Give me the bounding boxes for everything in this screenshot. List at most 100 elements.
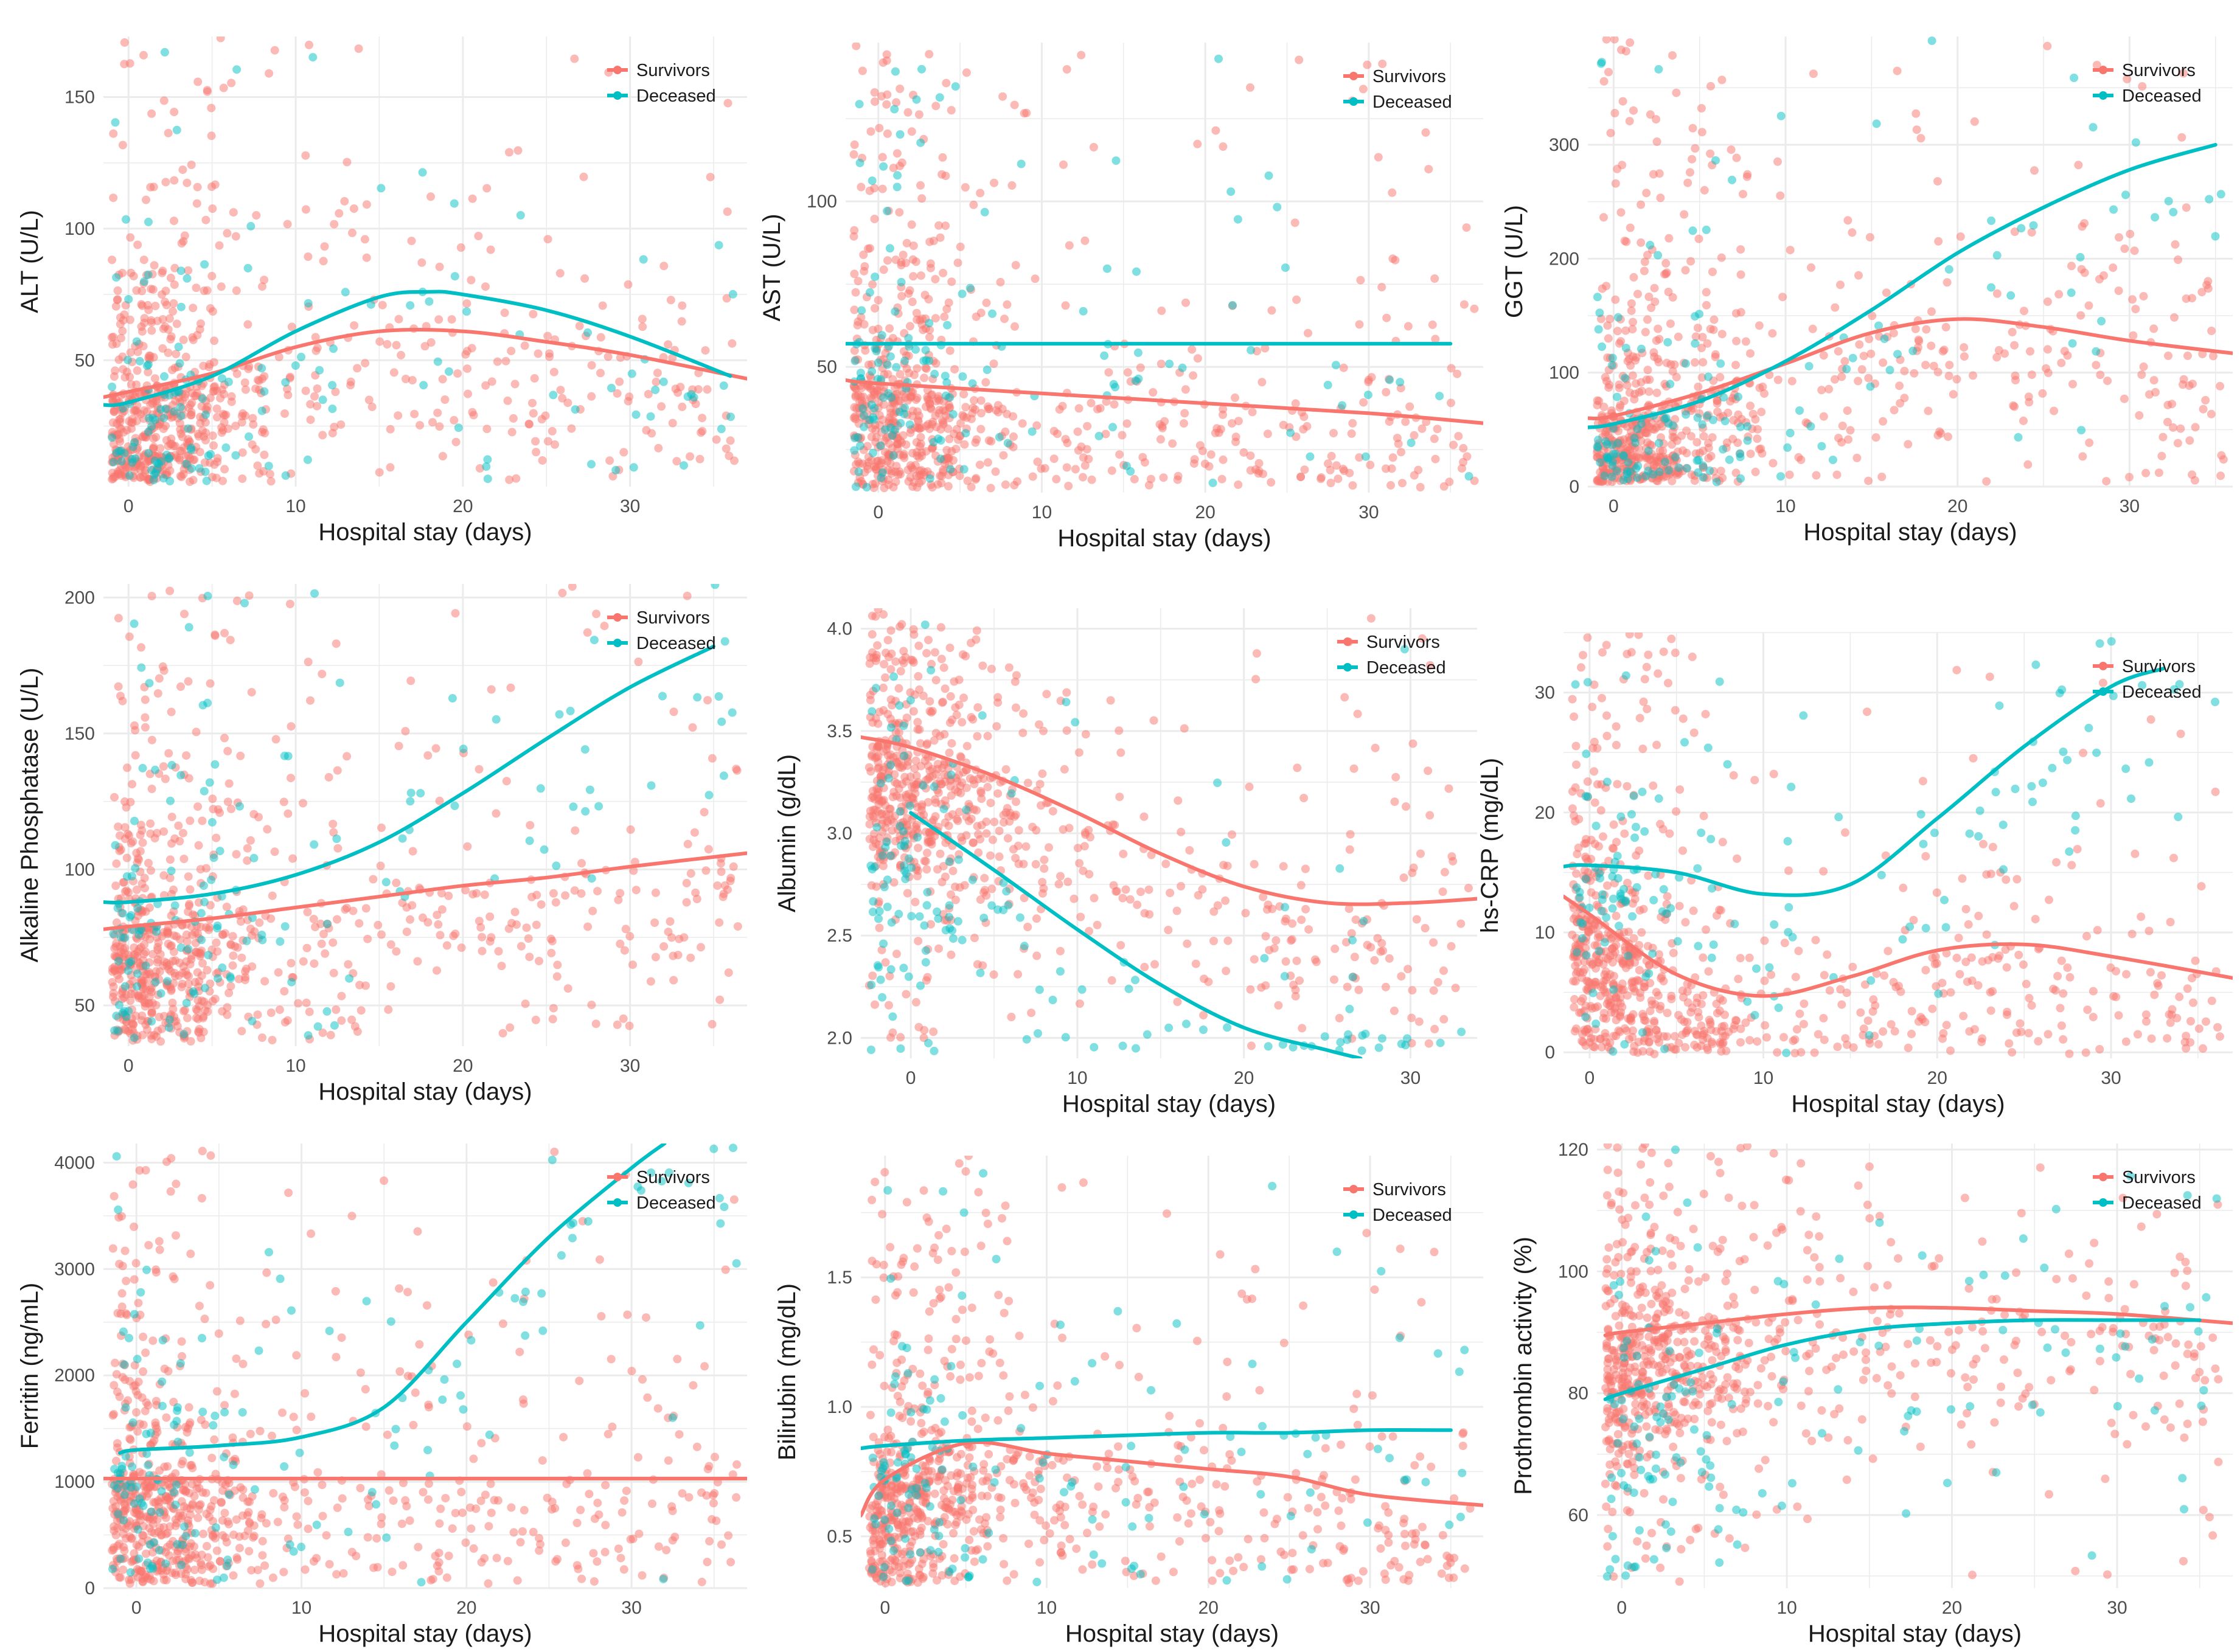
point-survivors	[1038, 769, 1046, 778]
point-survivors	[1118, 431, 1127, 440]
point-survivors	[521, 341, 529, 350]
point-survivors	[925, 773, 934, 782]
point-survivors	[1694, 383, 1702, 391]
point-deceased	[878, 468, 887, 477]
point-survivors	[1386, 481, 1395, 490]
point-deceased	[2070, 74, 2078, 82]
point-deceased	[1002, 887, 1010, 895]
point-survivors	[1459, 458, 1467, 467]
point-survivors	[120, 38, 129, 47]
point-deceased	[201, 984, 209, 992]
point-survivors	[1755, 321, 1764, 330]
point-deceased	[897, 278, 906, 286]
point-survivors	[260, 977, 269, 985]
legend-marker-deceased	[1343, 663, 1352, 672]
point-survivors	[938, 878, 947, 886]
point-survivors	[1174, 476, 1182, 484]
point-deceased	[874, 358, 883, 367]
point-survivors	[2076, 311, 2085, 320]
point-deceased	[1247, 346, 1255, 355]
point-deceased	[200, 881, 208, 890]
point-survivors	[343, 158, 351, 167]
point-survivors	[951, 703, 959, 712]
point-survivors	[363, 935, 372, 943]
point-survivors	[1911, 325, 1920, 333]
point-deceased	[900, 356, 909, 365]
point-survivors	[908, 220, 916, 229]
point-deceased	[875, 907, 884, 915]
point-survivors	[153, 943, 162, 951]
point-survivors	[160, 97, 169, 105]
point-survivors	[916, 425, 924, 433]
point-deceased	[214, 974, 222, 983]
point-survivors	[1605, 315, 1614, 324]
point-survivors	[917, 271, 925, 280]
point-deceased	[1062, 1033, 1070, 1041]
point-survivors	[194, 949, 203, 957]
point-deceased	[1016, 914, 1024, 922]
y-axis-title: Albumin (g/dL)	[774, 754, 801, 912]
point-deceased	[323, 920, 332, 928]
point-deceased	[900, 752, 908, 760]
point-survivors	[499, 1029, 507, 1038]
point-survivors	[158, 1025, 166, 1033]
point-survivors	[1691, 144, 1699, 153]
point-deceased	[889, 672, 898, 681]
point-deceased	[1017, 160, 1026, 168]
point-survivors	[110, 793, 119, 802]
point-deceased	[916, 912, 924, 921]
point-survivors	[1645, 375, 1654, 384]
point-survivors	[228, 398, 236, 406]
point-survivors	[149, 285, 158, 294]
point-survivors	[2199, 405, 2208, 414]
point-deceased	[1264, 1042, 1273, 1050]
point-survivors	[245, 591, 254, 600]
point-deceased	[1624, 458, 1632, 467]
point-survivors	[976, 787, 985, 796]
point-deceased	[1396, 378, 1404, 386]
point-survivors	[1376, 948, 1385, 956]
point-deceased	[170, 408, 178, 416]
point-survivors	[452, 438, 461, 446]
point-survivors	[1390, 1007, 1399, 1015]
point-survivors	[433, 911, 441, 919]
point-survivors	[947, 739, 956, 748]
y-tick-label: 100	[64, 859, 95, 880]
point-survivors	[423, 751, 432, 760]
point-survivors	[294, 999, 302, 1008]
point-deceased	[280, 752, 289, 760]
y-tick-label: 100	[807, 192, 837, 212]
y-tick-label: 3.0	[827, 824, 852, 844]
point-deceased	[855, 468, 863, 476]
point-deceased	[537, 784, 545, 793]
point-survivors	[1957, 232, 1965, 241]
point-survivors	[647, 977, 655, 986]
point-survivors	[926, 707, 934, 715]
point-survivors	[914, 672, 922, 681]
point-survivors	[1355, 320, 1364, 328]
point-survivors	[310, 959, 318, 968]
point-survivors	[987, 665, 996, 673]
point-survivors	[885, 324, 894, 333]
y-axis-title: GGT (U/L)	[1501, 205, 1528, 318]
point-survivors	[223, 229, 231, 238]
point-deceased	[927, 666, 935, 675]
point-survivors	[939, 269, 947, 277]
point-deceased	[868, 176, 877, 185]
point-survivors	[1077, 442, 1085, 451]
point-survivors	[941, 796, 950, 805]
point-survivors	[390, 368, 398, 377]
point-survivors	[1921, 361, 1930, 369]
point-survivors	[1414, 466, 1422, 474]
point-survivors	[1292, 399, 1300, 408]
point-deceased	[1028, 428, 1037, 436]
point-survivors	[906, 322, 914, 330]
point-survivors	[392, 879, 400, 887]
point-survivors	[1403, 965, 1412, 973]
fit-line-deceased	[103, 647, 714, 903]
point-survivors	[164, 749, 173, 758]
point-survivors	[638, 322, 647, 331]
point-survivors	[732, 765, 740, 773]
point-survivors	[932, 423, 941, 431]
